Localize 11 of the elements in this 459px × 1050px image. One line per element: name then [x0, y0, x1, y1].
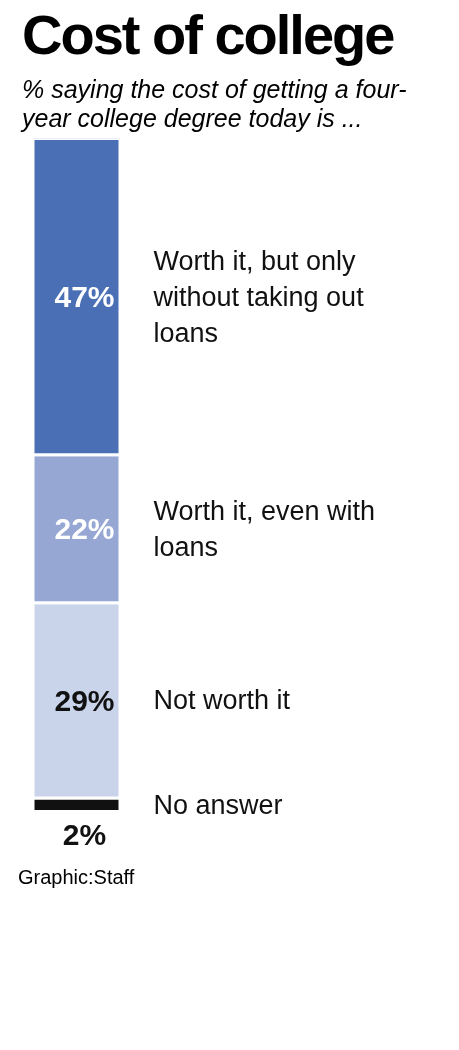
series-label: No answer: [153, 789, 283, 820]
data-label: 2%: [62, 818, 107, 852]
data-label: 29%: [54, 683, 115, 717]
series-label: Worth it, but only without taking out loans: [152, 245, 365, 348]
data-label: 22%: [54, 512, 115, 546]
text: Graphic:Staff: [18, 865, 135, 890]
data-label: 47%: [54, 280, 115, 314]
text: % saying the cost of getting a four-year college degree today is ...: [22, 75, 408, 133]
series-label: Not worth it: [153, 685, 291, 716]
series-label: Worth it, even with loans: [153, 495, 376, 562]
chart-title: Cost of college: [22, 3, 394, 66]
